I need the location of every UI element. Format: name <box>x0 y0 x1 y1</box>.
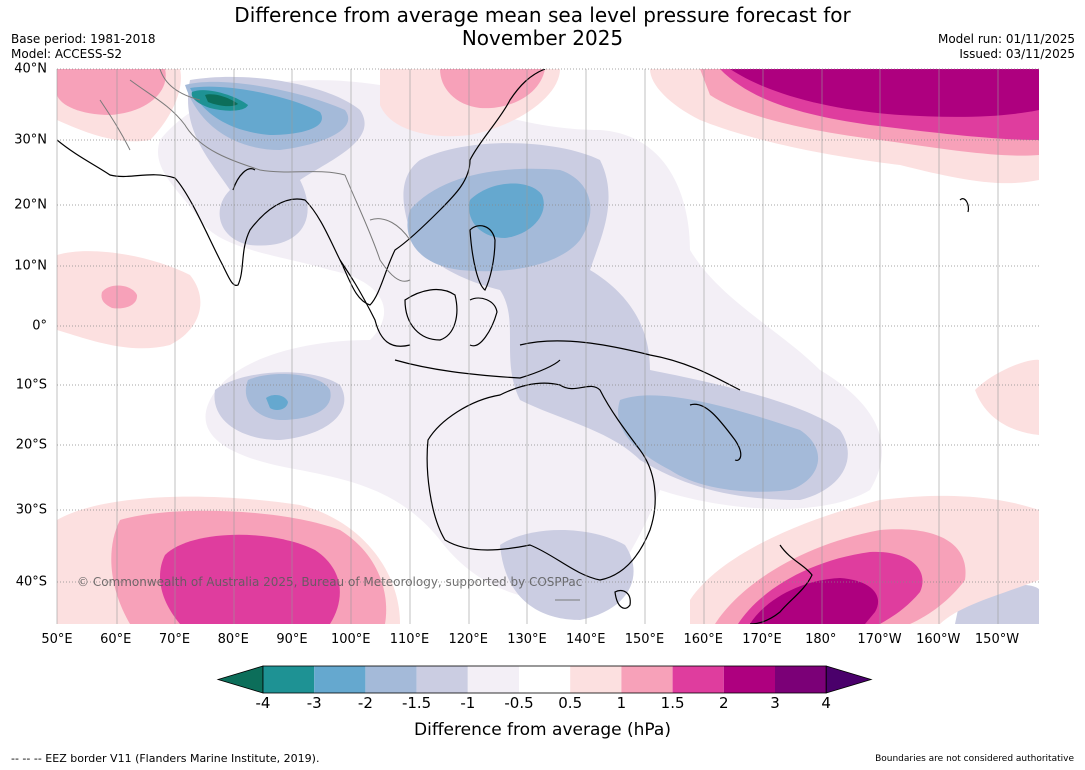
longitude-label: 50°E <box>41 632 73 647</box>
colorbar-extend-high <box>825 665 873 694</box>
colorbar-tick-label: 0.5 <box>558 694 583 712</box>
colorbar-swatch <box>365 666 417 693</box>
latitude-label: 20°N <box>14 197 47 213</box>
colorbar-swatch <box>570 666 622 693</box>
meta-left: Base period: 1981-2018 Model: ACCESS-S2 <box>11 32 156 62</box>
latitude-label: 10°N <box>14 258 47 274</box>
positive-region-pink <box>57 69 166 115</box>
base-period: Base period: 1981-2018 <box>11 32 156 46</box>
longitude-label: 150°E <box>624 632 665 647</box>
model-name: Model: ACCESS-S2 <box>11 47 123 61</box>
copyright-notice: © Commonwealth of Australia 2025, Bureau… <box>77 575 583 589</box>
latitude-label: 10°S <box>15 377 47 393</box>
colorbar-extend-low <box>216 665 264 694</box>
longitude-label: 100°E <box>330 632 371 647</box>
colorbar-tick-label: -4 <box>255 694 271 712</box>
longitude-label: 110°E <box>389 632 430 647</box>
longitude-label: 160°E <box>683 632 724 647</box>
issued-date: Issued: 03/11/2025 <box>959 47 1075 61</box>
longitude-label: 80°E <box>217 632 249 647</box>
model-run: Model run: 01/11/2025 <box>937 32 1075 46</box>
longitude-label: 170°E <box>742 632 782 647</box>
longitude-label: 70°E <box>158 632 191 647</box>
negative-region-blue <box>245 374 331 420</box>
latitude-label: 30°S <box>15 502 47 518</box>
negative-region-mid-blue <box>469 183 544 238</box>
longitude-label: 140°E <box>565 632 606 647</box>
latitude-label: 0° <box>32 318 47 334</box>
longitude-label: 160°W <box>916 632 961 647</box>
meta-right: Model run: 01/11/2025 Issued: 03/11/2025 <box>938 32 1075 62</box>
longitude-label: 90°E <box>276 632 308 647</box>
colorbar-tick-label: -1 <box>460 694 476 712</box>
colorbar-tick-label: -2 <box>357 694 373 712</box>
colorbar-tick-label: 2 <box>719 694 729 712</box>
anomaly-field <box>57 69 1039 624</box>
colorbar-swatch <box>621 666 673 693</box>
latitude-label: 40°S <box>15 574 47 590</box>
colorbar-tick-label: 4 <box>821 694 831 712</box>
colorbar-swatch <box>723 666 775 693</box>
colorbar-tick-label: -3 <box>306 694 322 712</box>
title-line-1: Difference from average mean sea level p… <box>234 3 851 27</box>
colorbar-label: Difference from average (hPa) <box>414 720 671 740</box>
longitude-label: 170°W <box>857 632 902 647</box>
colorbar-swatch <box>467 666 519 693</box>
longitude-label: 60°E <box>100 632 132 647</box>
colorbar-swatch <box>416 666 468 693</box>
positive-region-magenta <box>160 534 340 624</box>
coastlines <box>57 69 970 624</box>
negative-region-blue <box>618 395 819 492</box>
positive-region-dark-magenta <box>730 69 1039 117</box>
longitude-label: 150°W <box>974 632 1020 647</box>
latitude-label: 30°N <box>14 132 47 148</box>
colorbar-swatch <box>314 666 366 693</box>
positive-region-pink <box>440 69 545 109</box>
map-title: Difference from average mean sea level p… <box>0 4 1085 50</box>
title-line-2: November 2025 <box>461 26 624 50</box>
negative-region-dark-teal <box>205 94 238 107</box>
colorbar-tick-label: -0.5 <box>504 694 534 712</box>
latitude-label: 20°S <box>15 437 47 453</box>
meridians <box>56 69 999 624</box>
latitude-label: 40°N <box>14 61 47 77</box>
positive-region-dark-magenta <box>750 578 879 624</box>
negative-region-mid-blue <box>266 394 288 410</box>
negative-region-lavender <box>500 530 634 620</box>
colorbar-tick-label: 1 <box>616 694 627 712</box>
colorbar-tick-label: -1.5 <box>401 694 432 712</box>
colorbar-tick-label: 3 <box>770 694 780 712</box>
colorbar-swatch <box>519 666 571 693</box>
eez-legend: -- -- -- EEZ border V11 (Flanders Marine… <box>11 752 320 765</box>
longitude-label: 130°E <box>507 632 547 647</box>
longitude-label: 120°E <box>448 632 489 647</box>
colorbar-swatch <box>672 666 724 693</box>
colorbar-swatch <box>775 666 827 693</box>
colorbar-tick-label: 1.5 <box>660 694 685 712</box>
longitude-label: 180° <box>805 632 837 647</box>
colorbar-swatch <box>263 666 315 693</box>
positive-region-pink <box>101 285 138 309</box>
colorbar <box>216 665 873 694</box>
positive-region-light-pink <box>975 359 1039 435</box>
boundaries-disclaimer: Boundaries are not considered authoritat… <box>875 754 1074 764</box>
country-borders <box>99 69 580 601</box>
colorbar-outline <box>262 665 827 694</box>
